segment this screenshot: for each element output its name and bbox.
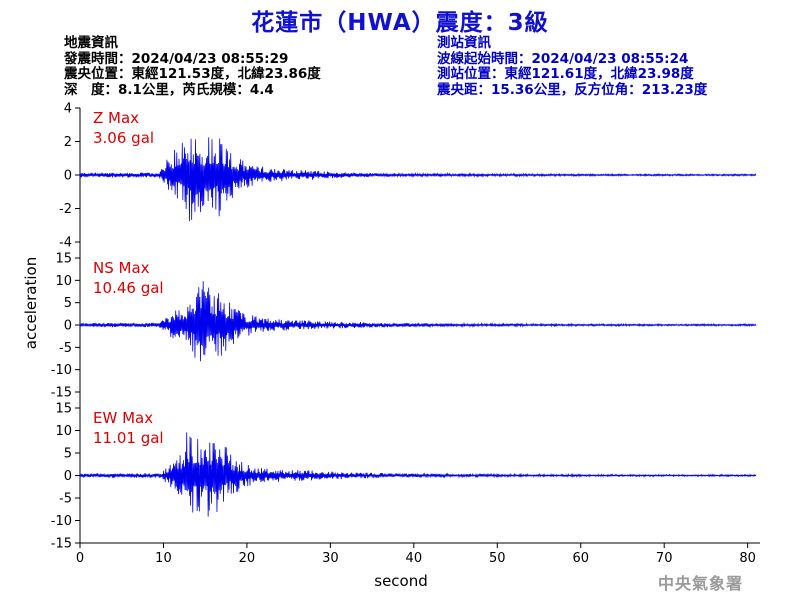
origin-time: 發震時間：2024/04/23 08:55:29 <box>64 50 289 67</box>
waveform-z <box>79 137 757 222</box>
y-tick-label: 10 <box>55 274 72 289</box>
y-tick-label: -4 <box>59 236 72 251</box>
y-tick-label: -5 <box>59 341 72 356</box>
y-tick-label: -15 <box>51 537 72 552</box>
x-tick-label: 80 <box>739 551 756 566</box>
x-tick-label: 70 <box>656 551 673 566</box>
y-tick-label: 2 <box>64 135 72 150</box>
x-tick-label: 0 <box>76 551 84 566</box>
y-tick-label: 0 <box>64 319 72 334</box>
earthquake-info: 地震資訊 發震時間：2024/04/23 08:55:29 震央位置：東經121… <box>64 35 321 98</box>
series-name-ns: NS Max <box>93 259 150 277</box>
waveform-ns <box>79 281 757 362</box>
y-tick-label: 5 <box>64 296 72 311</box>
y-tick-label: -15 <box>51 386 72 401</box>
max-value-ew: 11.01 gal <box>93 429 164 447</box>
waveform-ew <box>79 432 757 517</box>
x-tick-label: 60 <box>572 551 589 566</box>
x-tick-label: 20 <box>239 551 256 566</box>
y-tick-label: -5 <box>59 492 72 507</box>
epicentral-distance: 震央距：15.36公里，反方位角：213.23度 <box>437 81 708 98</box>
y-tick-label: 0 <box>64 169 72 184</box>
epicenter-location: 震央位置：東經121.53度，北緯23.86度 <box>64 66 321 82</box>
station-location: 測站位置：東經121.61度，北緯23.98度 <box>437 66 694 82</box>
y-tick-label: -10 <box>51 514 72 529</box>
y-tick-label: 5 <box>64 447 72 462</box>
y-tick-label: -10 <box>51 363 72 378</box>
max-value-z: 3.06 gal <box>93 129 154 147</box>
agency-footer: 中央氣象署 <box>658 574 744 593</box>
y-tick-label: 10 <box>55 424 72 439</box>
chart-title: 花蓮市（HWA）震度：3級 <box>251 10 549 36</box>
y-tick-label: -2 <box>59 202 72 217</box>
y-tick-label: 15 <box>55 402 72 417</box>
x-tick-label: 30 <box>322 551 339 566</box>
series-name-z: Z Max <box>93 109 139 127</box>
max-value-ns: 10.46 gal <box>93 279 164 297</box>
wave-start-time: 波線起始時間：2024/04/23 08:55:24 <box>437 50 689 67</box>
depth-magnitude: 深 度：8.1公里，芮氏規模：4.4 <box>64 81 274 98</box>
x-axis-label: second <box>374 572 428 590</box>
x-tick-label: 50 <box>489 551 506 566</box>
station-info: 測站資訊 波線起始時間：2024/04/23 08:55:24 測站位置：東經1… <box>437 35 708 98</box>
earthquake-info-heading: 地震資訊 <box>64 35 118 51</box>
x-tick-label: 40 <box>406 551 423 566</box>
y-tick-label: 4 <box>64 102 72 117</box>
x-tick-label: 10 <box>155 551 172 566</box>
station-info-heading: 測站資訊 <box>437 35 491 51</box>
series-name-ew: EW Max <box>93 409 153 427</box>
y-tick-label: 0 <box>64 469 72 484</box>
y-tick-label: 15 <box>55 252 72 267</box>
y-axis-label: acceleration <box>22 257 40 349</box>
